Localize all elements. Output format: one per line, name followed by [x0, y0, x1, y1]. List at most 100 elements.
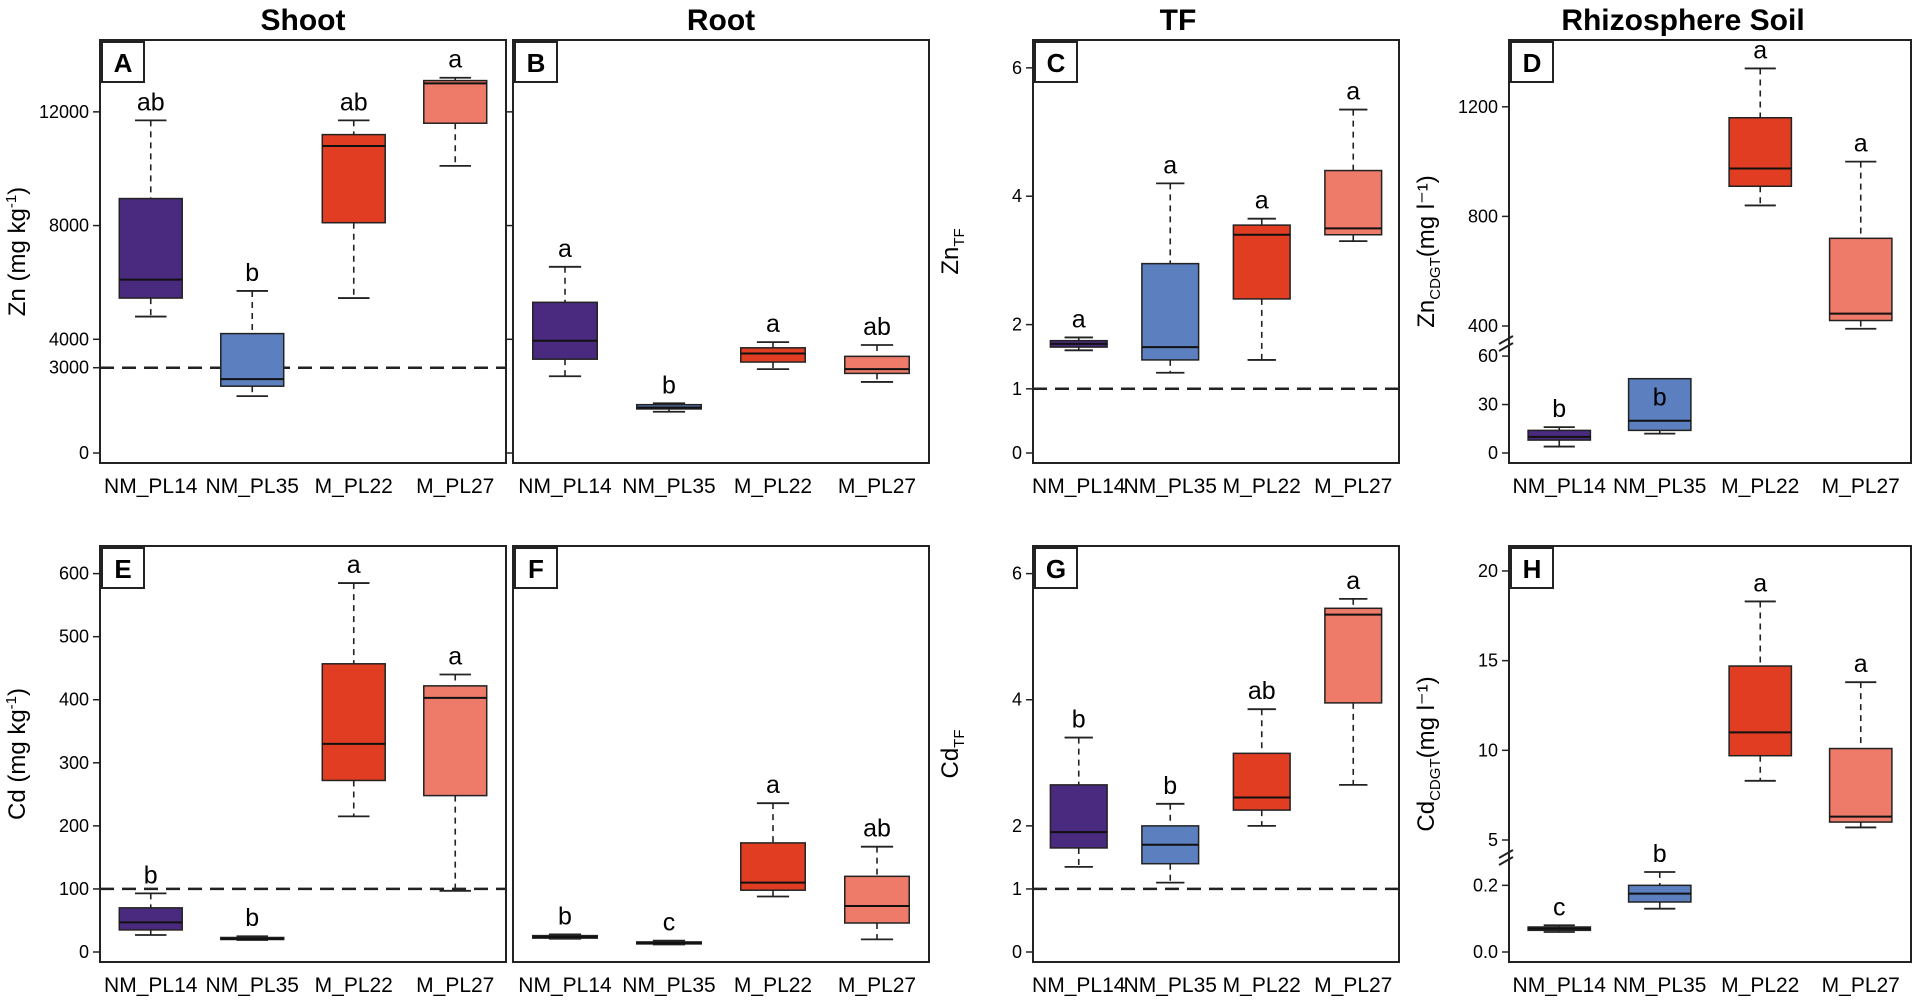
- y-axis-label: ZnTF: [937, 228, 968, 274]
- panel-letter-box: [1034, 41, 1078, 83]
- x-category-label: M_PL27: [838, 974, 916, 997]
- y-tick-label: 0.2: [1473, 875, 1498, 895]
- significance-label: a: [347, 551, 361, 579]
- y-tick-label: 300: [59, 753, 89, 773]
- box-iqr: [1232, 752, 1291, 811]
- box-nm-pl14: ab: [118, 88, 183, 318]
- box-nm-pl35: b: [220, 904, 285, 941]
- box-nm-pl14: a: [532, 235, 598, 378]
- x-category-label: M_PL22: [734, 974, 812, 997]
- significance-label: a: [1072, 305, 1086, 333]
- box-iqr: [1828, 747, 1893, 823]
- significance-label: a: [1753, 36, 1767, 64]
- x-category-label: M_PL22: [1721, 475, 1799, 498]
- y-tick-label: 0: [1012, 443, 1022, 463]
- x-category-label: NM_PL35: [1613, 475, 1706, 498]
- x-category-label: NM_PL35: [1613, 974, 1706, 997]
- x-category-label: NM_PL35: [622, 974, 715, 997]
- y-tick-label: 12000: [39, 102, 89, 122]
- y-tick-label: 2: [1012, 315, 1022, 335]
- box-m-pl27: a: [1828, 130, 1893, 330]
- box-m-pl22: a: [740, 771, 806, 898]
- y-tick-label: 4: [1012, 186, 1022, 206]
- x-category-label: NM_PL35: [1124, 974, 1217, 997]
- box-nm-pl35: b: [1141, 772, 1200, 884]
- panel-letter: D: [1523, 48, 1542, 78]
- x-category-label: M_PL27: [1314, 974, 1392, 997]
- box-nm-pl14: c: [1527, 893, 1592, 933]
- column-title-shoot: Shoot: [261, 4, 346, 37]
- y-tick-label: 0: [79, 942, 89, 962]
- panel-d: D 0 30 60 400 800 1200 ZnCDGT(mg l⁻¹) b b a a NM_PL1…: [1413, 36, 1912, 498]
- box-iqr: [321, 663, 386, 782]
- significance-label: b: [1653, 840, 1667, 868]
- x-category-label: M_PL27: [416, 974, 494, 997]
- panel-letter-box: [1034, 547, 1078, 589]
- x-category-label: NM_PL14: [1032, 475, 1126, 498]
- y-tick-label: 200: [59, 816, 89, 836]
- box-iqr: [1141, 262, 1200, 361]
- box-iqr: [423, 685, 488, 797]
- panel-letter-box: [514, 547, 558, 589]
- y-tick-label: 8000: [49, 216, 89, 236]
- y-tick-label: 0: [1488, 443, 1498, 463]
- panel-letter: G: [1046, 554, 1066, 584]
- y-tick-label: 600: [59, 564, 89, 584]
- x-category-label: M_PL27: [1822, 974, 1900, 997]
- significance-label: b: [1163, 772, 1177, 800]
- y-tick-label: 0: [79, 443, 89, 463]
- x-category-label: NM_PL14: [1513, 974, 1607, 997]
- x-category-label: M_PL27: [1314, 475, 1392, 498]
- box-m-pl27: ab: [844, 313, 910, 383]
- x-category-label: NM_PL14: [1032, 974, 1126, 997]
- panel-h: H 0.0 0.2 5 10 15 20 CdCDGT(mg l⁻¹) c b a a NM_PL14 N…: [1413, 545, 1912, 997]
- significance-label: b: [1072, 706, 1086, 734]
- significance-label: b: [662, 371, 676, 399]
- panel-frame: [1032, 39, 1400, 464]
- panel-frame: [1032, 545, 1400, 963]
- box-m-pl27: ab: [844, 815, 910, 941]
- panel-a: A 0 3000 4000 8000 12000 Zn (mg kg-1) ab b ab a NM_…: [3, 39, 507, 498]
- x-category-label: M_PL27: [838, 475, 916, 498]
- panel-letter-box: [101, 41, 145, 83]
- y-tick-label: 4000: [49, 329, 89, 349]
- significance-label: a: [766, 771, 780, 799]
- box-m-pl27: a: [423, 46, 488, 167]
- box-nm-pl14: b: [118, 861, 183, 936]
- box-iqr: [118, 907, 183, 931]
- panel-frame: [1508, 39, 1912, 464]
- panel-letter: H: [1523, 554, 1542, 584]
- x-category-label: M_PL22: [315, 974, 393, 997]
- significance-label: a: [1346, 78, 1360, 106]
- box-m-pl22: a: [1728, 569, 1793, 782]
- box-iqr: [1728, 117, 1793, 188]
- box-nm-pl35: b: [1627, 377, 1692, 435]
- y-tick-label: 0: [1012, 942, 1022, 962]
- panel-letter: A: [114, 48, 133, 78]
- panel-f: Fb c a ab NM_PL14 NM_PL35 M_PL22 M_PL27: [512, 545, 930, 997]
- y-tick-label: 6: [1012, 58, 1022, 78]
- y-tick-label: 1200: [1458, 97, 1498, 117]
- box-iqr: [1324, 607, 1383, 704]
- panel-letter-box: [1510, 547, 1554, 589]
- y-axis-label: Zn (mg kg-1): [3, 187, 31, 316]
- significance-label: ab: [340, 88, 368, 116]
- axis-break-mark: [1498, 335, 1514, 345]
- significance-label: a: [448, 643, 462, 671]
- panel-letter-box: [514, 41, 558, 83]
- panel-frame: [99, 545, 507, 963]
- box-iqr: [118, 197, 183, 299]
- panel-frame: [1508, 545, 1912, 963]
- box-nm-pl35: b: [220, 259, 285, 398]
- x-category-label: NM_PL14: [104, 475, 198, 498]
- y-axis-label: Cd (mg kg-1): [3, 688, 31, 820]
- x-category-label: M_PL22: [315, 475, 393, 498]
- column-title-tf: TF: [1160, 4, 1197, 37]
- significance-label: ab: [1248, 677, 1276, 705]
- box-nm-pl35: b: [636, 371, 702, 413]
- y-tick-label: 1: [1012, 379, 1022, 399]
- box-m-pl22: ab: [321, 88, 386, 299]
- x-category-label: NM_PL35: [1124, 475, 1217, 498]
- y-tick-label: 400: [59, 690, 89, 710]
